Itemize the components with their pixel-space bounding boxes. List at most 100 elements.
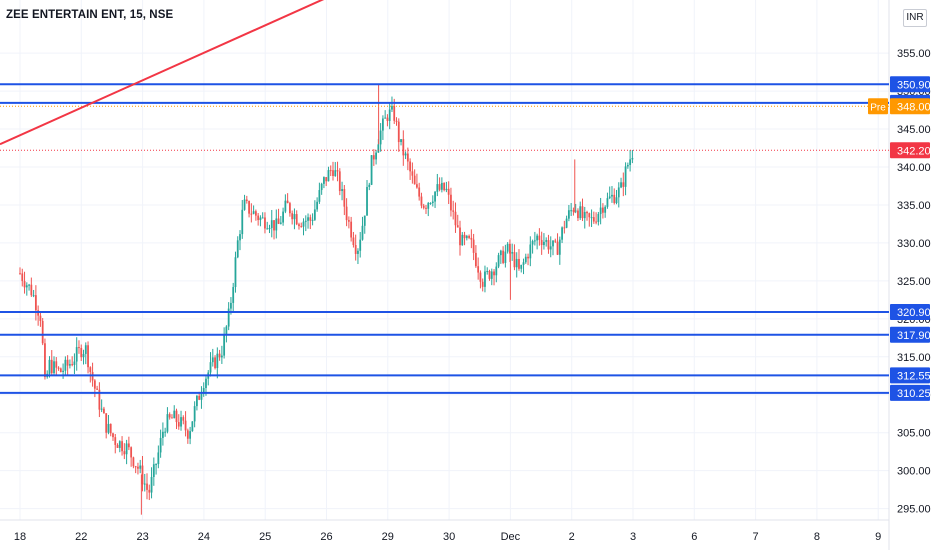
candle-body [588, 213, 591, 218]
candle-body [622, 182, 625, 187]
candle-body [536, 235, 539, 241]
y-tick-label: 315.00 [897, 352, 931, 364]
x-tick-label: 8 [814, 531, 820, 543]
candle-body [463, 234, 466, 239]
candle-body [298, 224, 300, 227]
candle-body [497, 255, 500, 267]
candle-body [48, 359, 51, 374]
candle-body [223, 334, 226, 356]
candle-body [214, 357, 216, 369]
candle-body [606, 198, 609, 207]
candle-body [32, 295, 35, 297]
candle-body [146, 483, 148, 490]
candle-body [166, 414, 169, 432]
candle-body [388, 109, 391, 121]
candle-body [404, 153, 407, 156]
x-tick-label: 7 [753, 531, 759, 543]
candle-body [289, 203, 291, 214]
candle-body [112, 433, 114, 438]
level-price-label: 350.90 [897, 79, 931, 91]
candle-body [484, 271, 486, 287]
candle-body [311, 219, 314, 221]
x-tick-label: 9 [875, 531, 881, 543]
candle-body [209, 362, 212, 373]
candle-body [225, 326, 228, 335]
candle-body [57, 367, 60, 369]
candle-body [445, 188, 448, 191]
candle-body [245, 199, 248, 202]
x-tick-label: 6 [691, 531, 697, 543]
candle-body [506, 243, 509, 252]
y-tick-label: 330.00 [897, 238, 931, 250]
candle-body [159, 437, 162, 453]
level-price-label: 320.90 [897, 307, 931, 319]
symbol-title[interactable]: ZEE ENTERTAIN ENT, 15, NSE [6, 9, 174, 21]
candle-body [205, 378, 207, 389]
candle-body [105, 413, 108, 433]
x-tick-label: 29 [382, 531, 394, 543]
candle-body [511, 252, 514, 254]
currency-badge[interactable]: INR [903, 9, 927, 27]
candle-body [381, 118, 384, 131]
candle-body [19, 273, 21, 275]
candle-body [520, 264, 523, 269]
candle-body [447, 188, 450, 195]
candle-body [377, 144, 380, 153]
candle-body [586, 211, 588, 214]
candle-body [59, 368, 62, 372]
candle-body [84, 345, 87, 354]
candle-body [354, 245, 357, 254]
candle-body [196, 395, 198, 407]
candle-body [626, 165, 629, 167]
candle-body [393, 106, 396, 121]
candle-body [370, 155, 373, 185]
candle-body [266, 228, 269, 230]
candle-body [540, 239, 543, 246]
candle-body [121, 441, 123, 452]
candle-body [180, 417, 182, 427]
y-tick-label: 335.00 [897, 200, 931, 212]
candle-body [590, 217, 593, 219]
candle-body [73, 361, 76, 365]
candle-body [454, 211, 457, 226]
candle-body [549, 246, 552, 250]
candle-body [309, 217, 312, 221]
candle-body [325, 177, 328, 182]
candle-body [132, 457, 135, 467]
candle-body [28, 284, 30, 286]
candle-body [89, 367, 92, 372]
candle-body [400, 139, 402, 143]
candle-body [472, 239, 475, 253]
candle-body [329, 170, 332, 172]
candle-body [268, 228, 271, 230]
candle-body [397, 121, 400, 143]
candle-body [191, 421, 194, 432]
candle-body [23, 281, 26, 288]
candle-body [515, 258, 518, 268]
candle-body [604, 206, 607, 213]
x-tick-label: 23 [136, 531, 148, 543]
candle-body [173, 410, 176, 419]
candle-body [34, 295, 37, 311]
candle-body [39, 315, 42, 322]
candle-body [155, 464, 157, 466]
candle-body [599, 207, 602, 215]
level-price-tag [890, 367, 930, 384]
candle-body [361, 225, 364, 240]
candle-body [420, 196, 423, 206]
candle-body [531, 241, 534, 245]
candle-body [345, 206, 348, 221]
candle-body [316, 201, 319, 210]
candle-body [490, 271, 493, 279]
candle-body [270, 220, 273, 229]
candle-body [533, 240, 536, 242]
candle-body [379, 130, 382, 145]
candle-body [68, 364, 71, 366]
candle-body [171, 417, 173, 419]
candle-body [552, 240, 554, 247]
candles[interactable] [19, 84, 634, 515]
candle-body [341, 189, 343, 192]
candle-body [157, 452, 160, 465]
candle-body [431, 201, 434, 203]
